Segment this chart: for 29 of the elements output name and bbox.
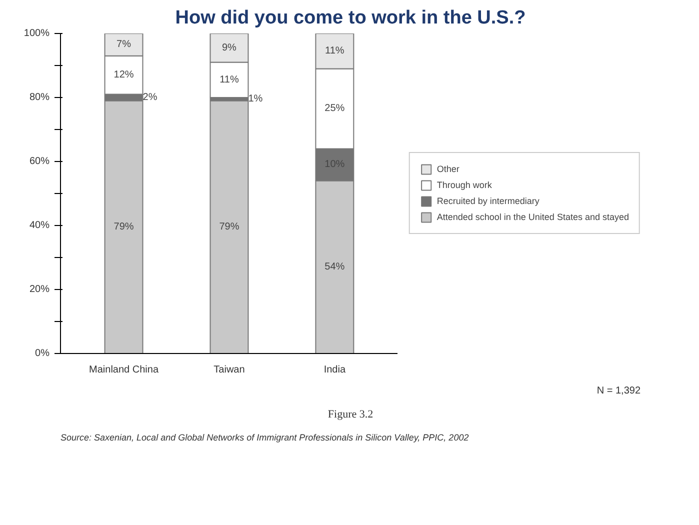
x-tick-label: India [324,364,346,376]
bar [210,100,249,354]
y-tick-label: 40% [29,220,50,231]
source-note: Source: Saxenian, Local and Global Networks of Immigrant Professionals in Silicon Valley, PPIC, 2002 [60,432,469,442]
data-label: 12% [114,70,134,81]
data-label: 7% [116,39,132,50]
x-tick-label: Taiwan [214,364,245,376]
y-tick-label: 60% [29,156,50,167]
y-tick-label: 100% [24,28,50,39]
data-label: 54% [324,262,345,273]
caption: Figure 3.2 [328,408,374,420]
text: N = 1,392 [596,386,641,396]
data-label: 79% [114,222,134,233]
data-label: 9% [222,42,237,54]
y-tick-label: 80% [29,92,50,103]
x-tick-label: Mainland China [89,364,159,376]
chart-title: How did you come to work in the U.S.? [175,8,526,28]
data-label: 79% [219,222,240,233]
legend-label: Other [436,164,460,174]
y-tick-label: 20% [29,284,50,295]
y-tick-label: 0% [35,348,50,359]
legend-label: Recruited by intermediary [436,196,540,206]
legend-label: Through work [436,180,492,190]
data-label: 11% [220,74,239,86]
data-label: 25% [324,103,345,114]
data-label: 2% [142,92,158,103]
data-label: 1% [248,94,263,105]
legend-label: Attended school in the United States and stayed [436,212,629,222]
data-label: 11% [325,46,344,57]
